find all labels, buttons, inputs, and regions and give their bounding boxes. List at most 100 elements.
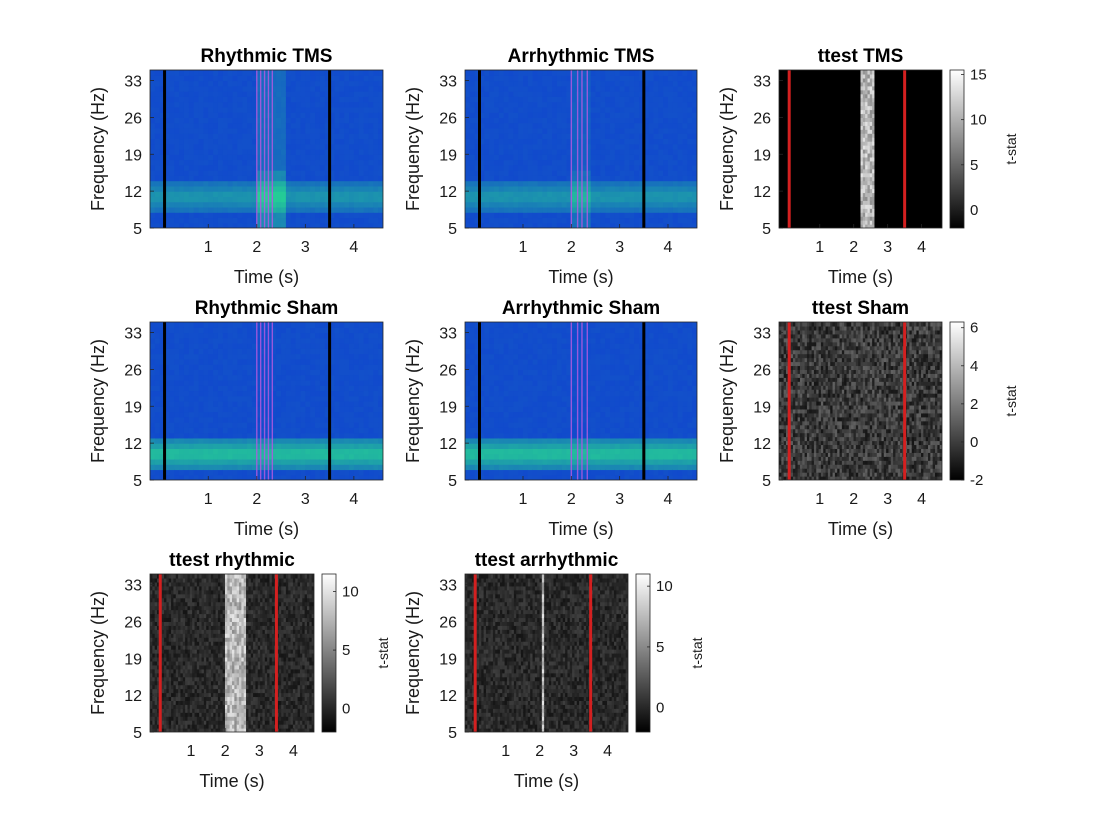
heatmap-cell — [373, 101, 379, 108]
heatmap-cell — [281, 143, 287, 150]
heatmap-cell — [883, 168, 887, 174]
heatmap-cell — [802, 125, 806, 130]
heatmap-cell — [677, 85, 684, 92]
heatmap-cell — [825, 85, 829, 91]
heatmap-cell — [834, 220, 838, 225]
heatmap-cell — [813, 204, 817, 209]
heatmap-cell — [276, 80, 282, 87]
heatmap-cell — [890, 133, 894, 138]
heatmap-cell — [610, 127, 616, 134]
heatmap-cell — [830, 93, 834, 99]
heatmap-cell — [834, 113, 838, 118]
heatmap-cell — [217, 138, 224, 145]
heatmap-cell — [639, 154, 645, 161]
heatmap-cell — [663, 191, 669, 197]
heatmap-cell — [811, 133, 815, 138]
heatmap-cell — [188, 196, 195, 203]
heatmap-cell — [188, 154, 195, 161]
heatmap-cell — [804, 208, 808, 213]
heatmap-cell — [818, 196, 822, 201]
heatmap-cell — [547, 217, 553, 224]
heatmap-cell — [465, 138, 471, 145]
heatmap-cell — [319, 138, 326, 145]
heatmap-cell — [790, 188, 794, 194]
heatmap-cell — [465, 217, 471, 224]
heatmap-cell — [890, 89, 894, 95]
heatmap-cell — [358, 138, 365, 145]
heatmap-cell — [790, 117, 794, 122]
heatmap-cell — [290, 112, 297, 118]
heatmap-cell — [653, 101, 659, 108]
heatmap-cell — [813, 212, 817, 217]
heatmap-cell — [474, 106, 481, 113]
heatmap-cell — [783, 220, 787, 225]
heatmap-cell — [188, 217, 195, 224]
heatmap-cell — [242, 191, 248, 197]
heatmap-cell — [668, 85, 674, 92]
heatmap-cell — [846, 101, 850, 107]
heatmap-cell — [820, 145, 824, 150]
heatmap-cell — [792, 89, 796, 95]
heatmap-cell — [860, 220, 864, 225]
heatmap-cell — [811, 85, 815, 91]
heatmap-cell — [319, 206, 326, 213]
heatmap-cell — [614, 133, 621, 140]
heatmap-cell — [542, 112, 548, 118]
heatmap-cell — [585, 106, 592, 113]
heatmap-cell — [232, 143, 238, 150]
heatmap-cell — [610, 91, 616, 97]
heatmap-cell — [827, 184, 831, 190]
heatmap-cell — [619, 185, 626, 192]
heatmap-cell — [867, 145, 871, 150]
heatmap-cell — [823, 97, 827, 103]
heatmap-cell — [494, 159, 500, 166]
heatmap-cell — [781, 200, 785, 205]
heatmap-cell — [503, 117, 510, 124]
heatmap-cell — [329, 75, 336, 82]
heatmap-cell — [804, 101, 808, 107]
heatmap-cell — [217, 101, 224, 108]
heatmap-cell — [634, 201, 640, 208]
heatmap-cell — [198, 117, 204, 124]
heatmap-cell — [888, 133, 892, 138]
heatmap-cell — [851, 133, 855, 138]
heatmap-cell — [853, 145, 857, 150]
heatmap-cell — [527, 201, 534, 208]
heatmap-cell — [687, 180, 693, 187]
heatmap-cell — [895, 149, 899, 154]
heatmap-cell — [247, 101, 253, 108]
heatmap-cell — [489, 206, 495, 213]
heatmap-cell — [566, 175, 572, 182]
heatmap-cell — [879, 81, 883, 87]
heatmap-cell — [876, 192, 880, 197]
heatmap-cell — [837, 152, 841, 158]
heatmap-cell — [879, 77, 883, 83]
heatmap-cell — [300, 201, 306, 208]
heatmap-cell — [797, 141, 801, 146]
heatmap-cell — [319, 85, 326, 92]
heatmap-cell — [867, 196, 871, 201]
heatmap-cell — [581, 164, 587, 171]
heatmap-cell — [802, 117, 806, 122]
heatmap-cell — [785, 133, 789, 138]
heatmap-cell — [290, 170, 297, 176]
heatmap-cell — [827, 220, 831, 225]
heatmap-cell — [363, 138, 370, 145]
heatmap-cell — [247, 159, 253, 166]
heatmap-cell — [867, 164, 871, 170]
heatmap-cell — [865, 204, 869, 209]
heatmap-cell — [874, 220, 878, 225]
heatmap-cell — [663, 217, 669, 224]
heatmap-cell — [619, 143, 626, 150]
heatmap-cell — [363, 127, 370, 134]
heatmap-cell — [552, 196, 558, 203]
heatmap-cell — [867, 81, 871, 87]
heatmap-cell — [353, 106, 360, 113]
heatmap-cell — [614, 185, 621, 192]
heatmap-cell — [358, 96, 365, 103]
heatmap-cell — [513, 175, 519, 182]
heatmap-cell — [498, 159, 505, 166]
heatmap-cell — [590, 96, 597, 103]
heatmap-cell — [469, 127, 476, 134]
heatmap-cell — [795, 113, 799, 118]
